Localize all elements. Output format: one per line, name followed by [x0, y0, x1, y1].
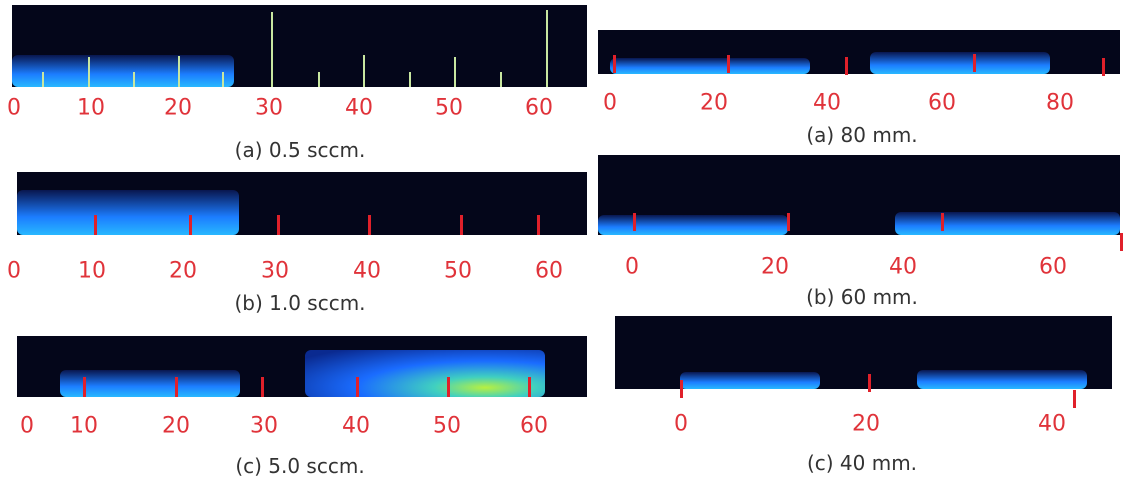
- scale-mark: [613, 55, 616, 73]
- scale-mark: [941, 213, 944, 231]
- scale-mark: [271, 12, 273, 87]
- scale-mark: [318, 72, 320, 87]
- caption: (b) 1.0 sccm.: [234, 291, 366, 315]
- caption: (c) 5.0 sccm.: [235, 454, 365, 478]
- scale-label: 10: [77, 95, 105, 121]
- plasma-glow: [895, 212, 1120, 235]
- caption: (c) 40 mm.: [806, 451, 918, 475]
- scale-label: 10: [78, 258, 106, 284]
- scale-mark: [454, 57, 456, 87]
- scale-mark: [83, 377, 86, 397]
- scale-mark: [546, 10, 548, 87]
- scale-label: 40: [342, 413, 370, 439]
- scale-label: 0: [20, 413, 34, 439]
- plasma-glow: [305, 350, 545, 397]
- scale-label: 60: [535, 258, 563, 284]
- scale-label: 20: [169, 258, 197, 284]
- scale-mark: [42, 72, 44, 87]
- plasma-glow: [17, 190, 239, 235]
- scale-label: 30: [255, 95, 283, 121]
- scale-mark: [973, 54, 976, 72]
- scale-mark: [1120, 233, 1123, 251]
- scale-label: 60: [928, 90, 956, 116]
- scale-label: 20: [162, 413, 190, 439]
- plasma-glow: [60, 370, 240, 397]
- scale-label: 30: [261, 258, 289, 284]
- scale-label: 50: [435, 95, 463, 121]
- scale-mark: [178, 56, 180, 87]
- scale-label: 30: [250, 413, 278, 439]
- scale-mark: [845, 57, 848, 75]
- scale-label: 60: [520, 413, 548, 439]
- plasma-glow: [598, 215, 788, 235]
- plasma-glow: [680, 372, 820, 389]
- caption: (b) 60 mm.: [806, 285, 918, 309]
- scale-mark: [409, 72, 411, 87]
- plasma-glow: [610, 58, 810, 74]
- scale-label: 0: [7, 95, 21, 121]
- scale-label: 20: [700, 90, 728, 116]
- scale-mark: [363, 55, 365, 87]
- scale-mark: [1102, 58, 1105, 76]
- scale-mark: [537, 215, 540, 235]
- scale-mark: [447, 377, 450, 397]
- scale-mark: [368, 215, 371, 235]
- scale-mark: [727, 55, 730, 73]
- scale-mark: [94, 215, 97, 235]
- scale-label: 0: [603, 90, 617, 116]
- scale-label: 80: [1046, 90, 1074, 116]
- scale-label: 40: [353, 258, 381, 284]
- scale-mark: [277, 215, 280, 235]
- scale-label: 40: [813, 90, 841, 116]
- scale-mark: [133, 72, 135, 87]
- caption: (a) 80 mm.: [806, 123, 918, 147]
- plasma-glow: [870, 52, 1050, 74]
- scale-label: 0: [674, 411, 688, 437]
- scale-mark: [189, 215, 192, 235]
- scale-mark: [868, 374, 871, 392]
- plasma-glow: [917, 370, 1087, 389]
- scale-label: 40: [345, 95, 373, 121]
- scale-mark: [633, 213, 636, 231]
- scale-label: 20: [852, 411, 880, 437]
- scale-label: 0: [625, 254, 639, 280]
- scale-label: 20: [164, 95, 192, 121]
- scale-mark: [222, 72, 224, 87]
- scale-label: 60: [1039, 254, 1067, 280]
- scale-mark: [460, 215, 463, 235]
- scale-label: 0: [7, 258, 21, 284]
- caption: (a) 0.5 sccm.: [234, 138, 366, 162]
- scale-mark: [680, 380, 683, 398]
- scale-mark: [261, 377, 264, 397]
- scale-label: 50: [444, 258, 472, 284]
- scale-label: 20: [761, 254, 789, 280]
- scale-mark: [1073, 390, 1076, 408]
- scale-mark: [175, 377, 178, 397]
- scale-label: 60: [525, 95, 553, 121]
- scale-label: 40: [889, 254, 917, 280]
- scale-mark: [500, 72, 502, 87]
- scale-label: 50: [433, 413, 461, 439]
- scale-mark: [356, 377, 359, 397]
- scale-mark: [88, 57, 90, 87]
- plasma-glow: [12, 55, 234, 87]
- scale-label: 10: [70, 413, 98, 439]
- scale-mark: [787, 213, 790, 231]
- scale-mark: [528, 377, 531, 397]
- scale-label: 40: [1038, 411, 1066, 437]
